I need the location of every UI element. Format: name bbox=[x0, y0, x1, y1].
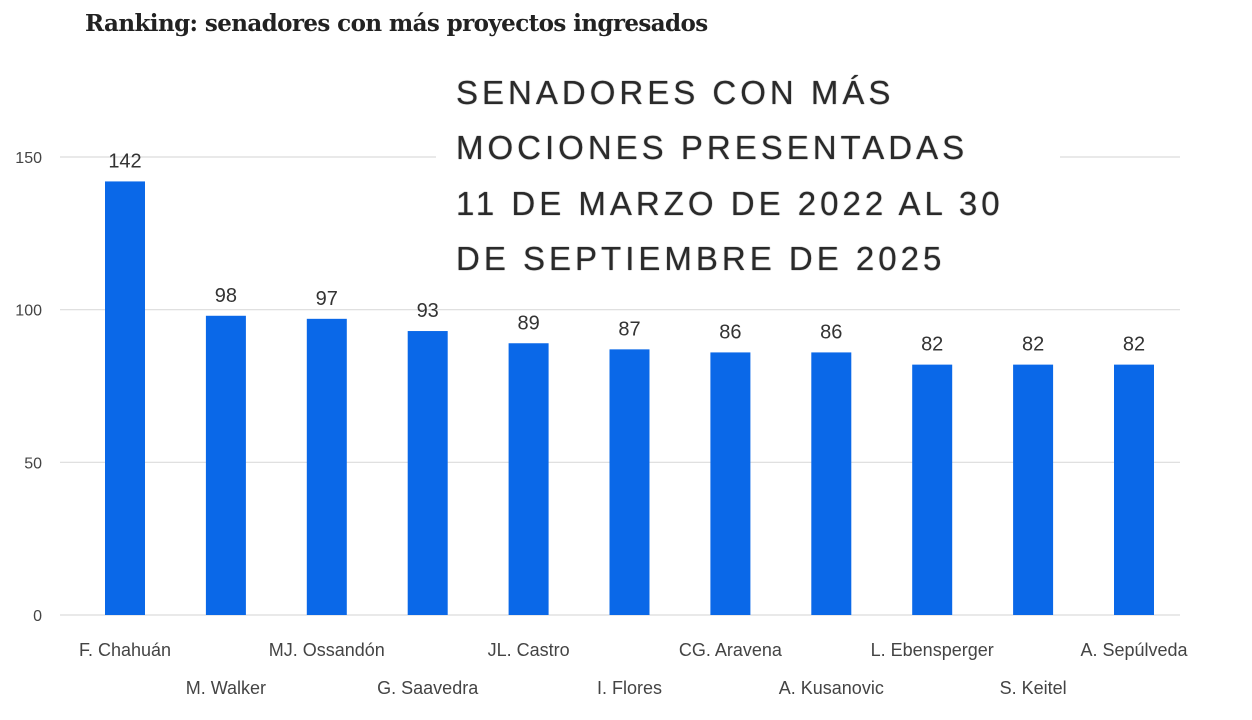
bar bbox=[912, 364, 953, 615]
data-label: 98 bbox=[215, 285, 237, 307]
bar bbox=[710, 352, 751, 615]
bar bbox=[1013, 364, 1054, 615]
x-tick-label: S. Keitel bbox=[1000, 678, 1067, 698]
data-label: 82 bbox=[921, 334, 943, 356]
data-label: 87 bbox=[618, 318, 640, 340]
y-tick-label: 100 bbox=[15, 303, 42, 320]
x-tick-label: I. Flores bbox=[597, 678, 662, 698]
bar bbox=[508, 343, 549, 615]
overlay-line: 11 DE MARZO DE 2022 AL 30 bbox=[456, 185, 1004, 222]
x-tick-label: L. Ebensperger bbox=[871, 640, 994, 660]
x-tick-label: MJ. Ossandón bbox=[269, 640, 385, 660]
overlay-line: DE SEPTIEMBRE DE 2025 bbox=[456, 240, 946, 277]
chart-title: Ranking: senadores con más proyectos ing… bbox=[85, 10, 708, 37]
data-label: 82 bbox=[1022, 334, 1044, 356]
bar bbox=[811, 352, 852, 615]
y-tick-label: 150 bbox=[15, 150, 42, 167]
data-label: 86 bbox=[820, 321, 842, 343]
overlay-caption: SENADORES CON MÁS MOCIONES PRESENTADAS 1… bbox=[436, 72, 1060, 294]
data-label: 89 bbox=[517, 312, 539, 334]
x-tick-label: M. Walker bbox=[186, 678, 266, 698]
data-label: 82 bbox=[1123, 334, 1145, 356]
y-tick-label: 0 bbox=[33, 608, 42, 625]
overlay-line: SENADORES CON MÁS bbox=[456, 74, 895, 111]
x-tick-label: JL. Castro bbox=[488, 640, 570, 660]
bar bbox=[407, 331, 448, 615]
data-label: 97 bbox=[316, 288, 338, 310]
x-tick-label: A. Sepúlveda bbox=[1080, 640, 1188, 660]
x-tick-label: F. Chahuán bbox=[79, 640, 171, 660]
data-label: 86 bbox=[719, 321, 741, 343]
y-tick-label: 50 bbox=[24, 455, 42, 472]
overlay-line: MOCIONES PRESENTADAS bbox=[456, 129, 969, 166]
bar bbox=[306, 318, 347, 615]
x-tick-label: A. Kusanovic bbox=[779, 678, 884, 698]
x-tick-label: CG. Aravena bbox=[679, 640, 783, 660]
bar bbox=[609, 349, 650, 615]
bar bbox=[1114, 364, 1154, 615]
data-label: 142 bbox=[108, 150, 141, 172]
bar bbox=[205, 315, 246, 615]
data-label: 93 bbox=[417, 300, 439, 322]
x-tick-label: G. Saavedra bbox=[377, 678, 479, 698]
bar bbox=[105, 181, 145, 615]
